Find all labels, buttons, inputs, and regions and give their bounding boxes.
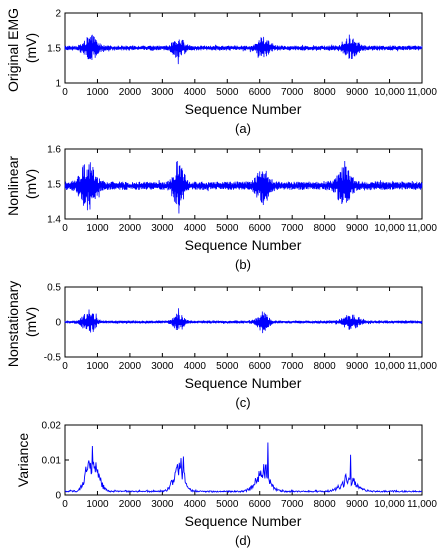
x-tick-label: 7000 xyxy=(281,87,304,98)
x-tick-label: 10,000 xyxy=(374,87,405,98)
x-tick-label: 9000 xyxy=(346,361,369,372)
panel-d: 0 0.01 0.02 0 1000 2000 3000 4000 5000 6000 7000 8… xyxy=(15,421,437,549)
x-tick-label: 1000 xyxy=(86,223,109,234)
x-tick-label: 10,000 xyxy=(374,499,405,510)
y-axis-label: Nonlinear (mV) xyxy=(5,152,39,216)
panel-caption: (a) xyxy=(235,121,251,136)
x-tick-label: 10,000 xyxy=(374,223,405,234)
y-axis-label-line: (mV) xyxy=(23,169,39,199)
y-tick-label: 0.02 xyxy=(42,421,62,432)
x-tick-label: 6000 xyxy=(249,361,272,372)
x-tick-label: 9000 xyxy=(346,499,369,510)
x-tick-label: 6000 xyxy=(249,499,272,510)
x-tick-label: 6000 xyxy=(249,87,272,98)
x-tick-label: 4000 xyxy=(184,87,207,98)
x-ticks: 0 1000 2000 3000 4000 5000 6000 7000 8000 9000 10,… xyxy=(62,13,437,98)
x-tick-label: 8000 xyxy=(314,499,337,510)
y-ticks: 0 0.01 0.02 xyxy=(42,421,422,502)
x-tick-label: 5000 xyxy=(216,499,239,510)
x-tick-label: 7000 xyxy=(281,361,304,372)
x-tick-label: 1000 xyxy=(86,87,109,98)
x-tick-label: 2000 xyxy=(119,361,142,372)
x-tick-label: 1000 xyxy=(86,361,109,372)
x-tick-label: 2000 xyxy=(119,223,142,234)
x-tick-label: 6000 xyxy=(249,223,272,234)
x-tick-label: 4000 xyxy=(184,499,207,510)
panel-caption: (d) xyxy=(235,533,251,548)
x-tick-label: 3000 xyxy=(151,361,174,372)
plot-frame xyxy=(64,424,423,496)
x-ticks: 0 1000 2000 3000 4000 5000 6000 7000 8000 9000 10,… xyxy=(62,287,437,372)
x-tick-label: 8000 xyxy=(314,223,337,234)
y-axis-label-line: (mV) xyxy=(23,307,39,337)
x-tick-label: 3000 xyxy=(151,499,174,510)
panel-a: 1 1.5 2 0 1000 2000 3000 4000 5000 6000 7000 8000 9… xyxy=(5,4,437,136)
x-tick-label: 9000 xyxy=(346,87,369,98)
panel-caption: (b) xyxy=(235,257,251,272)
y-axis-label-line: Variance xyxy=(15,433,31,487)
x-tick-label: 0 xyxy=(62,499,68,510)
y-tick-label: 1.6 xyxy=(47,145,61,156)
panel-caption: (c) xyxy=(235,395,250,410)
y-axis-label: Nonstationary (mV) xyxy=(5,277,39,367)
y-tick-label: -0.5 xyxy=(44,353,62,364)
x-tick-label: 9000 xyxy=(346,223,369,234)
x-tick-label: 5000 xyxy=(216,361,239,372)
signal-line xyxy=(64,160,423,214)
panel-c: -0.500.5 0 1000 2000 3000 4000 5000 6000 7000 80… xyxy=(5,277,437,410)
x-axis-label: Sequence Number xyxy=(185,237,302,253)
signal-line xyxy=(64,442,423,494)
x-tick-label: 5000 xyxy=(216,223,239,234)
y-tick-label: 2 xyxy=(55,9,61,20)
y-tick-label: 1.5 xyxy=(47,44,61,55)
x-tick-label: 4000 xyxy=(184,361,207,372)
y-tick-label: 0.5 xyxy=(47,283,61,294)
x-tick-label: 2000 xyxy=(119,499,142,510)
y-axis-label: Variance xyxy=(15,433,31,487)
y-axis-label-line: Nonstationary xyxy=(5,281,21,367)
x-tick-label: 0 xyxy=(62,87,68,98)
x-tick-label: 3000 xyxy=(151,223,174,234)
x-tick-label: 8000 xyxy=(314,361,337,372)
x-tick-label: 5000 xyxy=(216,87,239,98)
x-tick-label: 0 xyxy=(62,223,68,234)
y-axis-label: Original EMG (mV) xyxy=(5,4,39,92)
x-tick-label: 8000 xyxy=(314,87,337,98)
x-tick-label: 7000 xyxy=(281,499,304,510)
x-axis-label: Sequence Number xyxy=(185,513,302,529)
y-tick-label: 0 xyxy=(55,491,61,502)
x-tick-label: 11,000 xyxy=(407,223,437,234)
x-ticks: 0 1000 2000 3000 4000 5000 6000 7000 8000 9000 10,… xyxy=(62,425,437,510)
x-tick-label: 7000 xyxy=(281,223,304,234)
y-tick-label: 1.4 xyxy=(47,215,61,226)
y-axis-label-line: Original EMG xyxy=(5,8,21,92)
y-tick-label: 1.5 xyxy=(47,180,61,191)
x-tick-label: 1000 xyxy=(86,499,109,510)
y-axis-label-line: (mV) xyxy=(23,33,39,63)
x-axis-label: Sequence Number xyxy=(185,375,302,391)
x-axis-label: Sequence Number xyxy=(185,101,302,117)
x-tick-label: 10,000 xyxy=(374,361,405,372)
y-tick-label: 0 xyxy=(55,318,61,329)
x-tick-label: 11,000 xyxy=(407,361,437,372)
x-tick-label: 2000 xyxy=(119,87,142,98)
x-tick-label: 11,000 xyxy=(407,499,437,510)
signal-line xyxy=(64,34,423,65)
y-axis-label-line: Nonlinear xyxy=(5,156,21,216)
x-tick-label: 3000 xyxy=(151,87,174,98)
x-ticks: 0 1000 2000 3000 4000 5000 6000 7000 8000 9000 10,… xyxy=(62,149,437,234)
x-tick-label: 4000 xyxy=(184,223,207,234)
x-tick-label: 0 xyxy=(62,361,68,372)
signal-line xyxy=(64,308,423,334)
y-tick-label: 1 xyxy=(55,79,61,90)
y-tick-label: 0.01 xyxy=(42,456,62,467)
panel-b: 1.4 1.5 1.6 0 1000 2000 3000 4000 5000 6000 7000 8… xyxy=(5,145,437,273)
x-tick-label: 11,000 xyxy=(407,87,437,98)
